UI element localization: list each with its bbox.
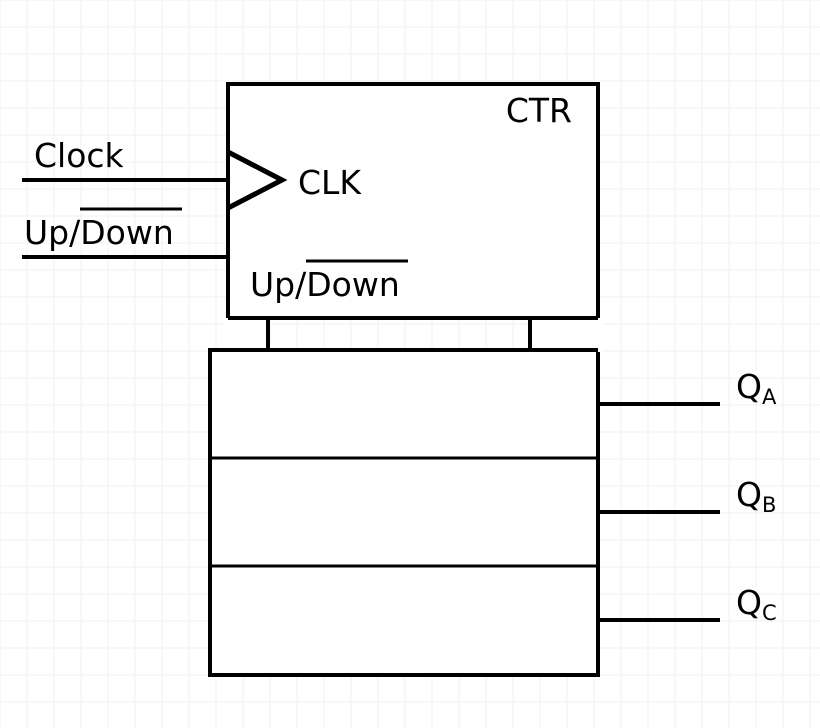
qb-sub: B — [762, 493, 776, 517]
qa-label: QA — [736, 367, 777, 409]
notch-left — [224, 316, 268, 352]
clk-label: CLK — [298, 163, 362, 202]
qb-main: Q — [736, 475, 762, 514]
counter-diagram: CTR CLK Clock Up/Down Up/Down QA QB QC — [0, 0, 820, 728]
qc-sub: C — [762, 601, 777, 625]
qc-label: QC — [736, 583, 777, 625]
updown-ext-bar: Down — [80, 213, 174, 252]
updown-int-prefix: Up/ — [250, 265, 307, 304]
updown-external-label: Up/Down — [24, 213, 174, 252]
clock-input-label: Clock — [34, 136, 125, 175]
notch-right — [530, 316, 602, 352]
output-stack — [210, 350, 598, 675]
ctr-label: CTR — [506, 91, 572, 130]
qa-main: Q — [736, 367, 762, 406]
updown-int-bar: Down — [306, 265, 400, 304]
updown-internal-label: Up/Down — [250, 265, 400, 304]
qb-label: QB — [736, 475, 776, 517]
qc-main: Q — [736, 583, 762, 622]
qa-sub: A — [762, 385, 777, 409]
updown-ext-prefix: Up/ — [24, 213, 81, 252]
